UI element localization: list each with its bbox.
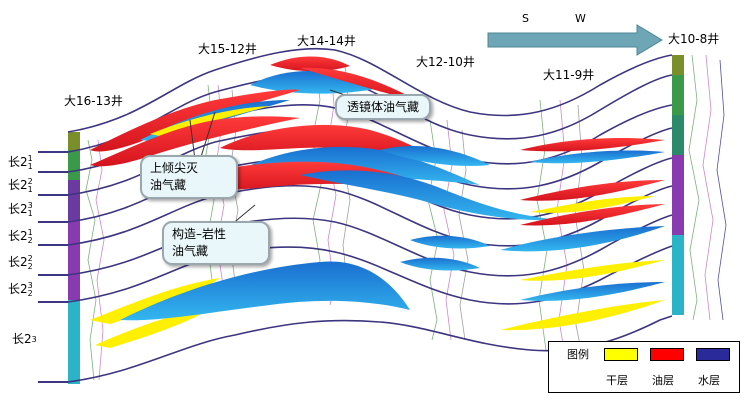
reservoir-bodies [90, 56, 665, 348]
oil-right-1 [520, 138, 665, 152]
water-lens-1210-b [410, 235, 490, 249]
boundary-5 [67, 184, 673, 247]
water-lower-right [520, 282, 665, 301]
direction-arrow [487, 24, 663, 56]
oil-lens-top [270, 56, 350, 72]
legend: 图例 干层 油层 水层 [548, 341, 740, 393]
dry-lower-left [90, 278, 220, 324]
legend-swatch-dry [604, 348, 638, 361]
well-log-1 [68, 132, 105, 384]
oil-right-2 [520, 180, 665, 201]
legend-label-water: 水层 [698, 374, 720, 387]
layer-ticks [38, 151, 68, 383]
legend-label-oil: 油层 [652, 374, 674, 387]
legend-title: 图例 [567, 348, 589, 361]
legend-swatch-oil [650, 348, 684, 361]
direction-s: S [522, 12, 529, 25]
well-label-108: 大10-8井 [668, 32, 720, 46]
well-label-1613: 大16-13井 [64, 94, 123, 108]
dry-lower-right [520, 260, 665, 281]
water-lens-1210-a [380, 145, 490, 166]
oil-right-3 [520, 204, 665, 226]
well-label-1210: 大12-10井 [416, 55, 475, 69]
legend-swatch-water [696, 348, 730, 361]
callout-updip-pinchout: 上倾尖灭 油气藏 [140, 155, 238, 199]
water-right-1 [530, 150, 665, 164]
water-lens-1210-c [400, 257, 480, 271]
callout-lens-reservoir: 透镜体油气藏 [335, 94, 432, 120]
layer-label-4: 长2 1 2 [8, 227, 33, 245]
boundary-top [67, 47, 673, 133]
callout-structural-lithologic: 构造–岩性 油气藏 [162, 221, 270, 265]
dry-lower-left-2 [95, 306, 215, 348]
layer-label-1: 长2 1 1 [8, 153, 33, 171]
well-label-119: 大11-9井 [543, 68, 595, 82]
legend-label-dry: 干层 [606, 374, 628, 387]
water-middle-2 [300, 170, 560, 221]
layer-label-6: 长2 3 2 [8, 280, 33, 298]
oil-lens-right [300, 67, 420, 102]
oil-updip-2 [90, 116, 300, 167]
layer-label-5: 长2 2 2 [8, 253, 33, 271]
water-lower-big [120, 261, 410, 321]
well-label-1512: 大15-12井 [198, 42, 257, 56]
direction-w: W [575, 12, 586, 25]
dry-right-1 [530, 196, 655, 213]
layer-label-2: 长2 2 1 [8, 176, 33, 194]
layer-label-3: 长2 3 1 [8, 200, 33, 218]
water-right-2 [500, 226, 665, 252]
layer-label-7: 长2 3 [12, 332, 37, 346]
dry-lower-right-2 [500, 300, 665, 331]
well-log-6 [672, 54, 727, 321]
well-label-1414: 大14-14井 [297, 34, 356, 48]
